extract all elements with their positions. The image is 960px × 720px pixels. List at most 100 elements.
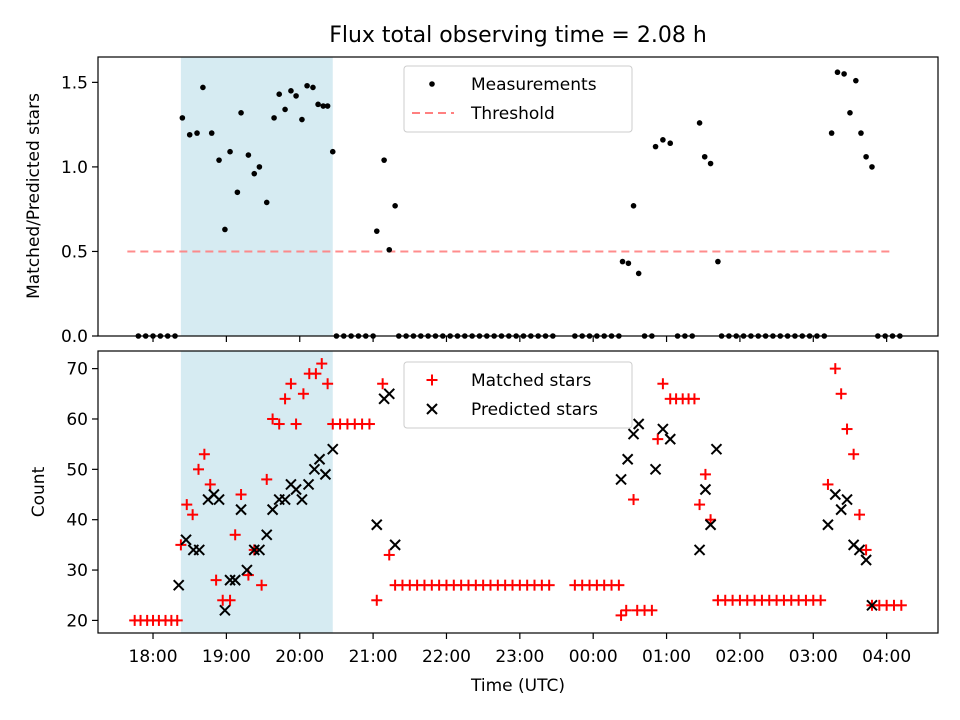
predicted-point — [213, 493, 225, 506]
matched-point — [204, 478, 216, 490]
x-stroke — [710, 443, 723, 455]
matched-point — [383, 549, 395, 561]
measurement-point — [381, 157, 387, 163]
matched-point — [224, 594, 236, 606]
matched-point — [198, 448, 210, 460]
measurement-point — [329, 148, 336, 155]
matched-point — [256, 579, 268, 591]
measurement-point — [707, 160, 714, 167]
x-stroke — [308, 463, 321, 476]
matched-point — [613, 579, 625, 591]
x-stroke — [853, 544, 866, 556]
count-panel-frame — [97, 350, 939, 634]
measurement-point — [299, 116, 305, 123]
count-y-axis-label: Count — [29, 466, 49, 517]
y-tick-label: 50 — [66, 460, 88, 480]
x-stroke — [699, 483, 712, 496]
x-tick-label: 19:00 — [202, 647, 251, 667]
x-stroke — [693, 544, 706, 556]
matched-points — [129, 358, 907, 626]
matched-point — [273, 418, 285, 430]
matched-point — [171, 614, 183, 626]
measurement-point — [625, 260, 632, 267]
measurement-point — [630, 203, 637, 209]
y-tick-label: 0.0 — [61, 327, 88, 347]
measurement-point — [373, 228, 380, 234]
predicted-point — [241, 564, 253, 576]
measurement-point — [288, 88, 294, 94]
ratio-panel-frame — [97, 56, 939, 337]
x-stroke — [371, 519, 383, 531]
ratio-y-axis-label: Matched/Predicted stars — [24, 93, 44, 299]
measurement-point — [271, 115, 277, 121]
measurement-point — [200, 84, 206, 91]
matched-point — [895, 599, 907, 611]
matched-point — [841, 423, 853, 435]
ratio-x-ticks — [152, 336, 888, 342]
x-stroke — [841, 493, 853, 506]
measurement-point — [227, 148, 233, 155]
x-tick-label: 20:00 — [275, 647, 324, 667]
predicted-point — [313, 453, 326, 465]
predicted-point — [829, 488, 841, 501]
matched-point — [267, 413, 279, 425]
x-stroke — [253, 544, 266, 556]
matched-point — [187, 509, 199, 521]
measurement-point — [276, 91, 283, 97]
matched-point — [628, 494, 640, 506]
matched-point — [297, 388, 309, 400]
measurement-point — [179, 115, 186, 121]
predicted-point — [229, 574, 241, 586]
x-stroke — [389, 539, 401, 551]
y-tick-label: 0.5 — [61, 242, 88, 262]
x-stroke — [290, 483, 302, 496]
measurement-point — [216, 157, 222, 163]
legend-threshold-label: Threshold — [470, 104, 555, 124]
measurement-point — [858, 130, 864, 136]
measurement-point — [863, 153, 869, 160]
count-legend-box — [403, 361, 633, 429]
predicted-point — [627, 428, 640, 440]
y-tick-label: 1.0 — [61, 158, 88, 178]
matched-point — [543, 579, 555, 591]
measurement-point — [208, 130, 215, 136]
measurement-point — [320, 103, 327, 109]
predicted-points — [172, 388, 878, 617]
predicted-point — [296, 493, 308, 506]
measurement-point — [234, 189, 241, 196]
predicted-point — [172, 579, 185, 591]
predicted-point — [302, 478, 315, 491]
x-stroke — [172, 579, 185, 591]
predicted-point — [657, 423, 669, 435]
x-axis-label: Time (UTC) — [470, 676, 565, 696]
matched-point — [285, 378, 297, 390]
matched-point — [261, 473, 273, 485]
predicted-point — [266, 503, 279, 516]
measurement-point — [635, 270, 642, 277]
x-tick-label: 21:00 — [349, 647, 398, 667]
predicted-point — [253, 544, 266, 556]
x-stroke — [296, 493, 308, 506]
x-tick-label: 18:00 — [129, 647, 178, 667]
matched-point — [860, 544, 872, 556]
predicted-point — [649, 463, 662, 476]
predicted-point — [704, 519, 717, 531]
matched-point — [377, 378, 389, 390]
matched-point — [688, 393, 700, 405]
x-stroke — [822, 519, 834, 531]
x-stroke — [627, 428, 640, 440]
measurement-point — [386, 246, 393, 253]
measurement-point — [304, 82, 310, 89]
predicted-point — [835, 503, 847, 516]
predicted-point — [383, 388, 395, 400]
predicted-point — [699, 483, 712, 496]
predicted-point — [693, 544, 706, 556]
measurement-point — [834, 69, 841, 76]
measurement-point — [701, 153, 708, 160]
ratio-legend-box — [403, 65, 633, 133]
measurement-point — [696, 120, 703, 126]
x-stroke — [847, 539, 860, 551]
predicted-point — [235, 503, 247, 516]
x-tick-label: 23:00 — [495, 647, 544, 667]
